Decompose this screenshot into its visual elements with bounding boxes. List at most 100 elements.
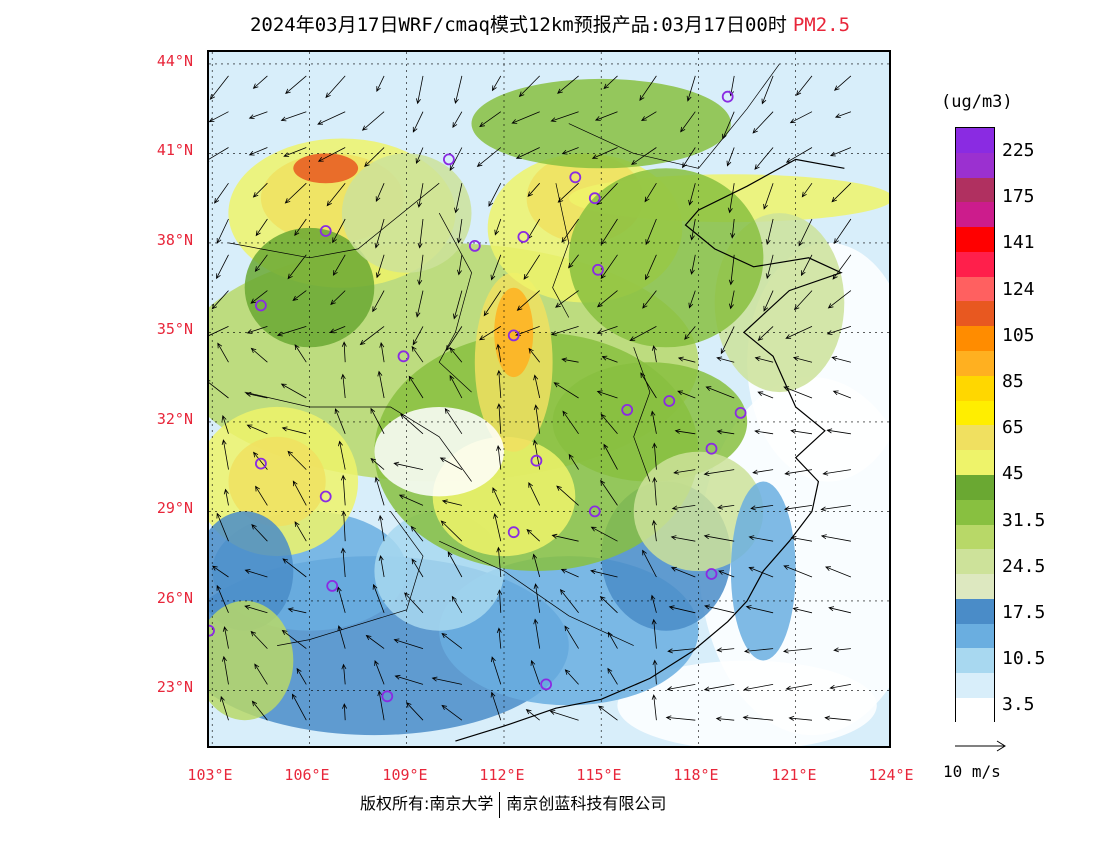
wind-arrow (280, 111, 307, 122)
wind-arrow (596, 326, 618, 335)
wind-arrow (244, 569, 268, 578)
title-main: 2024年03月17日WRF/cmaq模式12km预报产品:03月17日00时 (249, 14, 787, 36)
wind-arrow (209, 380, 229, 399)
wind-arrow (417, 254, 424, 286)
longitude-label: 112°E (479, 766, 525, 784)
wind-arrow (670, 566, 696, 578)
wind-arrow (325, 75, 346, 99)
wind-arrow (765, 218, 774, 246)
wind-arrow (703, 469, 735, 476)
wind-arrow (752, 469, 774, 475)
wind-arrow (677, 356, 696, 363)
wind-arrow (378, 514, 385, 542)
wind-arrow (600, 218, 618, 246)
wind-arrow (216, 584, 229, 613)
colorbar-label: 105 (1002, 325, 1035, 346)
wind-arrow (796, 75, 813, 96)
wind-arrow (761, 75, 774, 105)
wind-arrow (252, 182, 268, 198)
wind-arrow (757, 326, 774, 341)
city-marker (540, 678, 553, 691)
city-marker (255, 299, 267, 312)
colorbar-swatch (956, 276, 994, 302)
wind-arrow (415, 290, 424, 318)
colorbar-label: 31.5 (1002, 510, 1046, 531)
wind-arrow (393, 638, 424, 649)
wind-arrow (603, 443, 618, 470)
latitude-label: 35°N (156, 320, 193, 338)
wind-arrow (441, 499, 462, 506)
wind-arrow (370, 407, 385, 434)
wind-arrow (833, 218, 852, 244)
longitude-label: 106°E (284, 766, 330, 784)
wind-arrow (326, 182, 346, 207)
wind-arrow (216, 254, 229, 280)
colorbar-swatch (956, 499, 994, 525)
wind-arrow (790, 535, 813, 542)
wind-arrow (445, 326, 463, 351)
wind-arrow (317, 111, 346, 125)
wind-arrow (394, 674, 424, 685)
wind-arrow (594, 111, 618, 121)
colorbar-swatch (956, 177, 994, 203)
wind-arrow (829, 147, 852, 157)
wind-arrow (607, 631, 618, 649)
wind-arrow (375, 183, 385, 203)
concentration-patch (471, 78, 731, 169)
wind-arrow (250, 347, 268, 363)
wind-arrow (598, 705, 618, 721)
colorbar-label: 45 (1002, 463, 1024, 484)
wind-arrow (798, 218, 813, 247)
wind-reference-arrow (955, 740, 1006, 752)
wind-arrow (528, 347, 541, 363)
wind-arrow (211, 290, 229, 310)
wind-arrow (340, 474, 346, 506)
province-borders (228, 63, 845, 742)
wind-arrow (490, 691, 502, 721)
wind-arrow (493, 513, 502, 542)
wind-arrow (456, 218, 463, 244)
wind-arrow (281, 426, 307, 435)
wind-arrow (718, 570, 735, 578)
map-title: 2024年03月17日WRF/cmaq模式12km预报产品:03月17日00时 P… (0, 10, 1100, 37)
wind-arrow (652, 442, 658, 470)
wind-arrow (789, 111, 813, 124)
wind-arrow (444, 408, 463, 435)
wind-arrow (479, 111, 502, 128)
wind-arrow (792, 607, 813, 614)
copyright-separator (499, 791, 501, 818)
wind-arrow (715, 716, 735, 722)
wind-arrow (824, 715, 851, 721)
wind-arrow (561, 147, 579, 155)
wind-arrow (783, 565, 813, 578)
wind-arrow (374, 476, 385, 506)
wind-arrow (411, 345, 424, 363)
colorbar-label: 85 (1002, 371, 1024, 392)
wind-arrow (375, 254, 385, 279)
wind-arrow (365, 634, 385, 649)
concentration-patch (228, 436, 326, 527)
wind-arrow (441, 632, 463, 649)
wind-arrow (674, 428, 696, 435)
wind-arrow (668, 605, 696, 614)
wind-arrow (688, 290, 696, 309)
wind-arrow (283, 147, 307, 157)
wind-arrow (439, 457, 463, 470)
wind-arrow (665, 715, 696, 721)
wind-arrow (703, 684, 735, 692)
wind-arrow (667, 648, 696, 654)
wind-arrow (340, 373, 346, 399)
colorbar-label: 225 (1002, 140, 1035, 161)
wind-arrow (209, 111, 229, 123)
wind-arrow (716, 356, 735, 363)
colorbar (955, 127, 995, 723)
wind-arrow (652, 476, 658, 506)
wind-arrow (516, 290, 540, 311)
wind-arrow (294, 218, 307, 237)
latitude-label: 26°N (156, 589, 193, 607)
wind-arrow (251, 524, 268, 542)
wind-arrow (221, 439, 229, 470)
wind-arrow (209, 75, 229, 100)
wind-arrow (417, 183, 424, 208)
wind-arrow (415, 147, 424, 164)
